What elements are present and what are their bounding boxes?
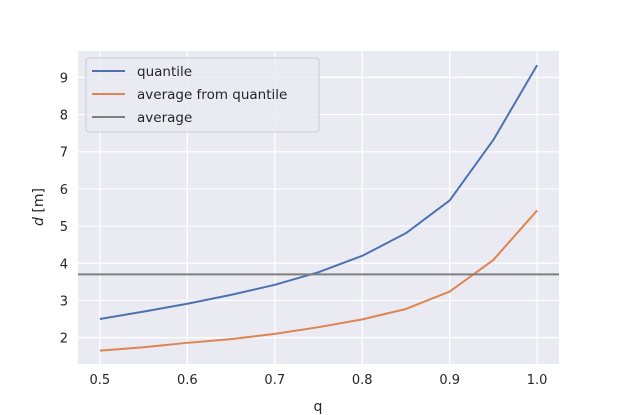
y-tick-label: 7: [60, 146, 68, 161]
y-tick-label: 5: [60, 220, 68, 235]
y-axis-label-var: d: [31, 217, 47, 226]
legend-label-quantile: quantile: [137, 64, 192, 80]
x-axis: 0.5 0.6 0.7 0.8 0.9 1.0: [90, 373, 548, 388]
x-tick-label: 0.7: [264, 373, 285, 388]
y-tick-label: 6: [60, 183, 68, 198]
legend-box: [85, 57, 320, 133]
y-tick-label: 3: [60, 294, 68, 309]
x-tick-label: 0.5: [90, 373, 111, 388]
x-tick-label: 1.0: [527, 373, 548, 388]
series-line-quantile: [99, 64, 538, 321]
legend: quantile average from quantile average: [85, 57, 320, 133]
legend-label-average: average: [137, 110, 192, 126]
y-axis: 2 3 4 5 6 7 8 9: [60, 71, 68, 346]
y-tick-label: 2: [60, 332, 68, 347]
x-tick-label: 0.8: [352, 373, 373, 388]
y-tick-label: 9: [60, 71, 68, 86]
x-axis-label: q: [314, 399, 323, 415]
series-line-average-from-quantile: [99, 209, 538, 352]
y-axis-label: d [m]: [31, 188, 47, 226]
y-axis-label-unit: [m]: [31, 188, 47, 217]
series-lines: [78, 64, 559, 352]
y-tick-label: 8: [60, 109, 68, 124]
x-tick-label: 0.9: [439, 373, 460, 388]
x-tick-label: 0.6: [177, 373, 198, 388]
y-tick-label: 4: [60, 257, 68, 272]
legend-label-average-from-quantile: average from quantile: [137, 87, 287, 103]
